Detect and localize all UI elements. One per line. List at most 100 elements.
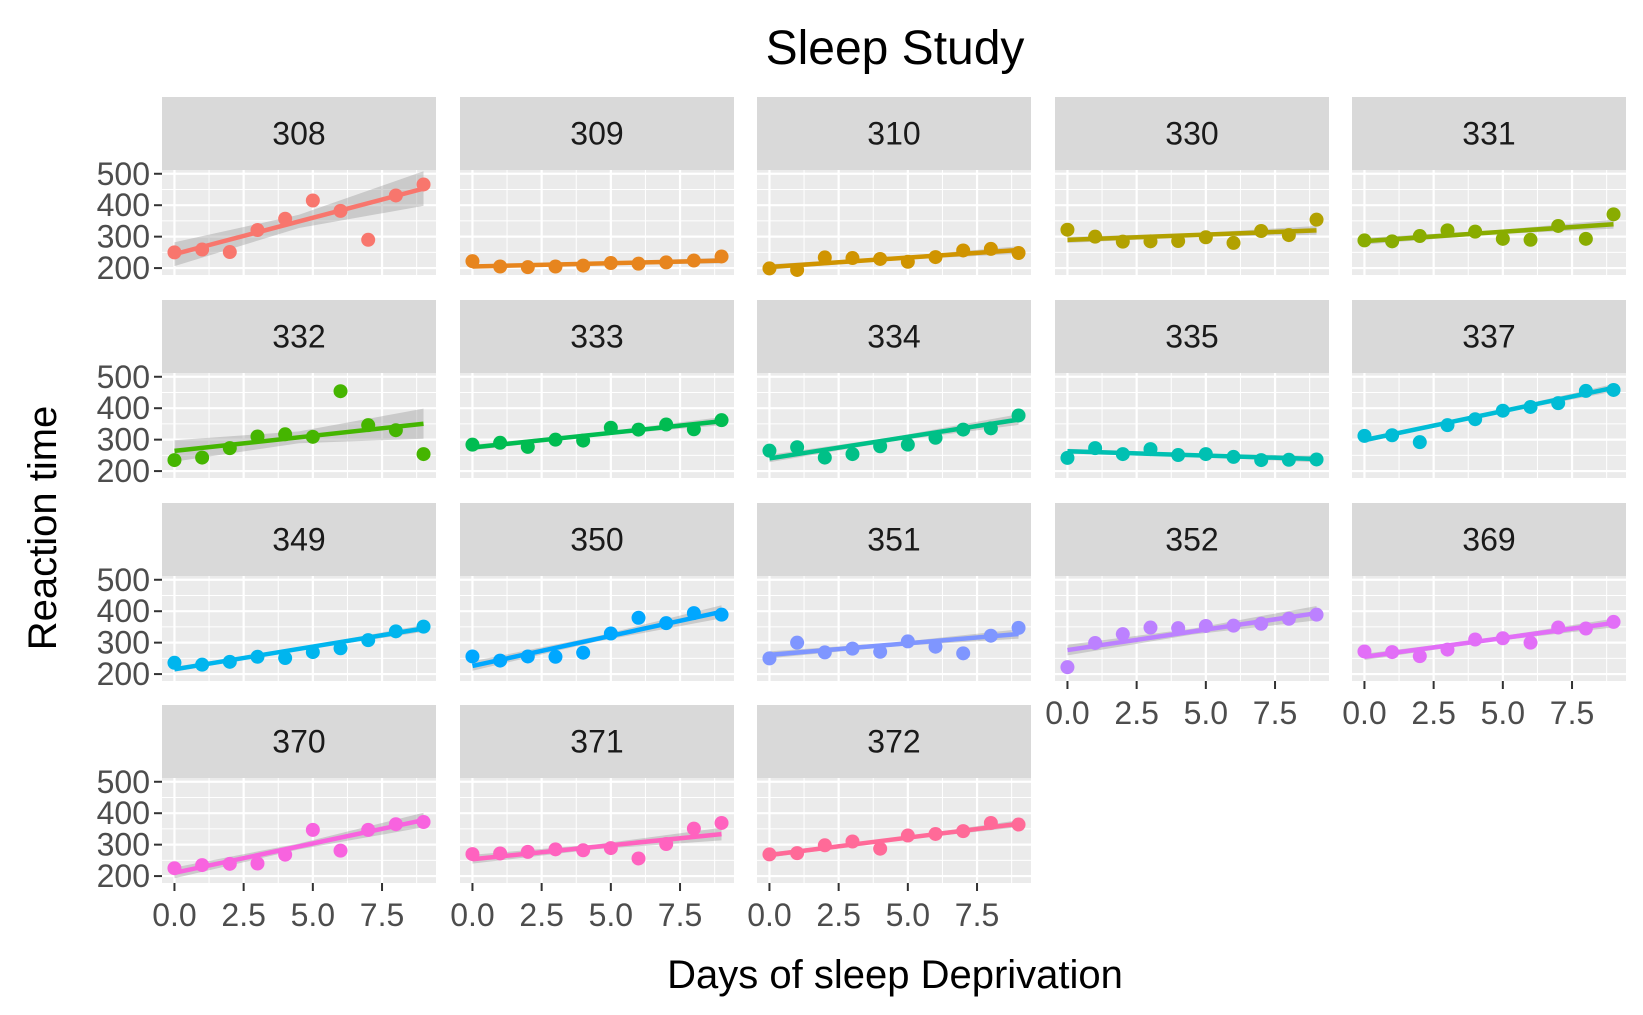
x-tick-label: 7.5 [1550,695,1594,731]
data-point [1309,452,1324,467]
data-point [659,616,674,631]
data-point [1412,435,1427,450]
data-point [1143,620,1158,635]
facet-strip [757,97,1031,170]
data-point [1226,618,1241,633]
data-point [1088,635,1103,650]
data-point [305,645,320,660]
data-point [714,815,729,830]
facet-strip [1055,97,1329,170]
data-point [388,817,403,832]
data-point [1523,635,1538,650]
data-point [576,843,591,858]
data-point [250,429,265,444]
fit-line [472,831,722,862]
facet-strip-label: 370 [272,724,325,760]
data-point [1254,223,1269,238]
facet-strip [757,300,1031,373]
facet-strip [1352,300,1626,373]
data-point [790,440,805,455]
data-point [278,651,293,666]
data-point [1440,223,1455,238]
facet-strip-label: 350 [570,522,623,558]
panel-background [1055,576,1329,681]
data-point [900,254,915,269]
x-tick-label: 0.0 [450,897,494,933]
data-point [1198,618,1213,633]
x-tick-label: 0.0 [1342,695,1386,731]
facet-panel-330: 330 [1055,97,1329,275]
data-point [714,607,729,622]
data-point [1440,642,1455,657]
data-point [686,606,701,621]
data-point [1011,620,1026,635]
data-point [548,259,563,274]
fit-line [173,186,425,257]
data-point [1281,611,1296,626]
x-tick-label: 0.0 [152,897,196,933]
data-point [250,856,265,871]
data-point [1468,632,1483,647]
facet-panel-310: 310 [757,97,1031,277]
data-point [1440,418,1455,433]
panel-background [757,778,1031,883]
x-axis-label: Days of sleep Deprivation [667,953,1123,997]
fit-line [1364,221,1614,244]
data-point [603,420,618,435]
data-point [305,193,320,208]
facet-strip-label: 309 [570,116,623,152]
x-tick-label: 2.5 [221,897,265,933]
data-point [714,249,729,264]
data-point [1523,399,1538,414]
fit-line [472,258,722,269]
panel-background [1352,170,1626,275]
data-point [686,253,701,268]
data-point [1551,620,1566,635]
y-tick-label: 200 [97,453,150,489]
data-point [1495,631,1510,646]
data-point [928,826,943,841]
data-point [873,251,888,266]
data-point [1198,447,1213,462]
data-point [1011,245,1026,260]
data-point [278,211,293,226]
y-axis-label: Reaction time [21,406,65,651]
data-point [1060,222,1075,237]
data-point [1309,212,1324,227]
y-tick-label: 300 [97,219,150,255]
data-point [388,188,403,203]
data-point [416,447,431,462]
data-point [956,824,971,839]
data-point [1088,229,1103,244]
y-tick-label: 200 [97,250,150,286]
data-point [1143,234,1158,249]
fit-line [174,421,424,454]
facet-strip-label: 308 [272,116,325,152]
data-point [1060,660,1075,675]
data-point [983,241,998,256]
fit-line [174,626,424,672]
data-point [928,250,943,265]
data-point [278,427,293,442]
facet-strip [460,705,734,778]
fit-line [1067,449,1317,462]
data-point [361,232,376,247]
data-point [1495,231,1510,246]
fit-line [769,631,1019,658]
x-tick-label: 0.0 [1045,695,1089,731]
data-point [900,828,915,843]
data-point [1309,607,1324,622]
facet-strip-label: 349 [272,522,325,558]
data-point [465,649,480,664]
y-tick-label: 500 [97,562,150,598]
y-tick-label: 400 [97,795,150,831]
facet-panel-309: 309 [460,97,734,275]
data-point [1578,231,1593,246]
data-point [195,858,210,873]
data-point [416,177,431,192]
x-tick-label: 7.5 [955,897,999,933]
data-point [1198,230,1213,245]
